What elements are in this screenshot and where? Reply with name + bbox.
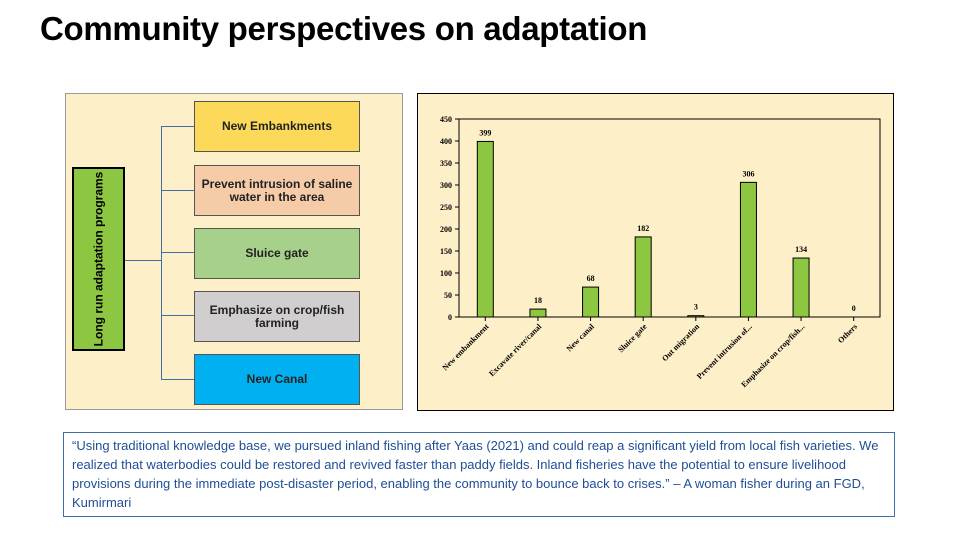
plot-area [458, 118, 881, 318]
bar [687, 315, 705, 318]
quote-box: “Using traditional knowledge base, we pu… [63, 432, 895, 517]
branch-box-crop-fish-farming: Emphasize on crop/fish farming [194, 291, 360, 342]
y-tick-label: 350 [440, 159, 452, 168]
bar [634, 236, 652, 318]
branch-label: New Embankments [221, 119, 333, 133]
x-tick-label: Prevent intrusion of... [695, 322, 754, 381]
branch-box-new-canal: New Canal [194, 354, 360, 405]
x-tick-label: New canal [565, 322, 597, 354]
branch-box-prevent-intrusion: Prevent intrusion of saline water in the… [194, 165, 360, 216]
chart-panel: 0 50 100 150 200 250 300 350 400 450 399 New embank… [417, 93, 894, 411]
data-label: 182 [637, 224, 649, 233]
branch-box-new-embankments: New Embankments [194, 101, 360, 152]
bar [529, 308, 547, 318]
data-label: 0 [852, 304, 856, 313]
y-tick-label: 100 [440, 269, 452, 278]
root-program-box: Long run adaptation programs [72, 167, 125, 351]
branch-connector-3 [161, 315, 194, 316]
y-tick-label: 200 [440, 225, 452, 234]
branch-label: Prevent intrusion of saline water in the… [201, 176, 353, 204]
bar [792, 257, 810, 318]
bar [476, 140, 494, 318]
bar [582, 286, 600, 318]
root-program-label: Long run adaptation programs [91, 171, 106, 347]
data-label: 399 [479, 128, 491, 137]
branch-label: New Canal [246, 372, 308, 386]
y-tick-label: 150 [440, 247, 452, 256]
root-connector [125, 260, 161, 261]
y-tick-label: 450 [440, 115, 452, 124]
data-label: 306 [742, 169, 754, 178]
y-tick-label: 0 [448, 313, 452, 322]
data-label: 3 [694, 303, 698, 312]
data-label: 18 [534, 296, 542, 305]
branch-label: Emphasize on crop/fish farming [209, 302, 345, 330]
branch-connector-2 [161, 252, 194, 253]
x-tick-label: New embankment [441, 322, 491, 372]
branch-connector-1 [161, 190, 194, 191]
x-tick-label: Sluice gate [616, 322, 649, 355]
y-tick-label: 300 [440, 181, 452, 190]
branch-label: Sluice gate [245, 246, 309, 260]
quote-text: “Using traditional knowledge base, we pu… [72, 438, 879, 510]
x-tick-label: Out migration [660, 322, 701, 363]
x-tick-label: Excavate river/canal [487, 322, 544, 379]
y-tick-label: 250 [440, 203, 452, 212]
branch-connector-0 [161, 126, 194, 127]
bar [739, 181, 757, 318]
branch-box-sluice-gate: Sluice gate [194, 228, 360, 279]
x-tick-label: Others [836, 322, 859, 345]
adaptation-programs-diagram: Long run adaptation programs New Embankm… [65, 93, 403, 410]
branch-connector-4 [161, 379, 194, 380]
slide-title: Community perspectives on adaptation [40, 10, 648, 47]
data-label: 134 [795, 245, 807, 254]
y-tick-label: 400 [440, 137, 452, 146]
y-tick-label: 50 [444, 291, 452, 300]
data-label: 68 [587, 274, 595, 283]
bar-chart: 0 50 100 150 200 250 300 350 400 450 399 New embank… [440, 115, 881, 389]
